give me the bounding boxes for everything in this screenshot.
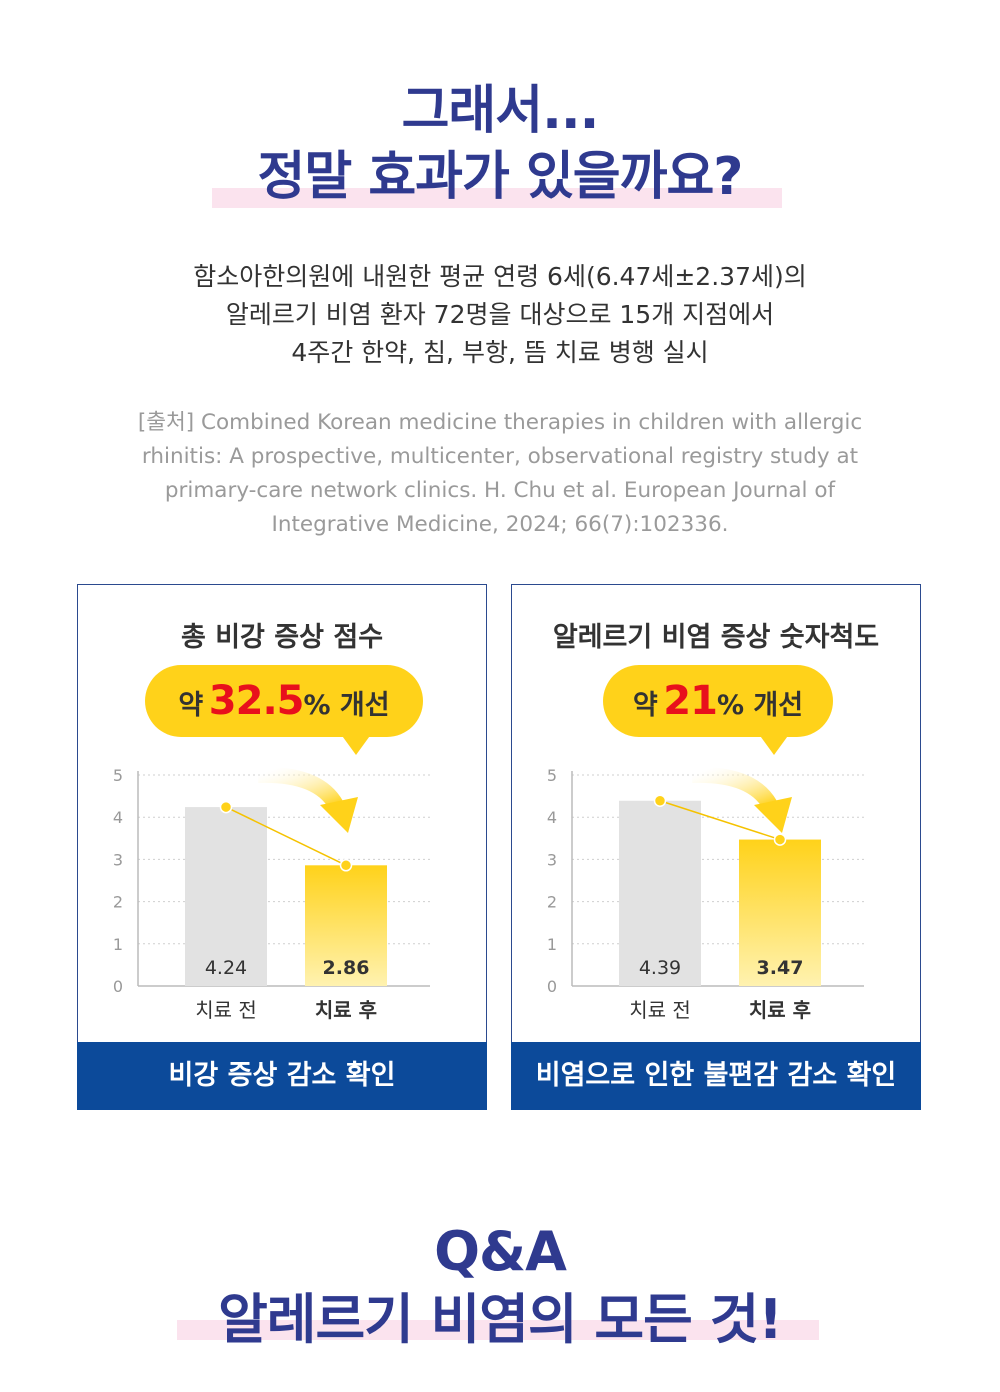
- card-footer: 비강 증상 감소 확인: [77, 1042, 487, 1110]
- bubble-prefix: 약: [632, 690, 658, 721]
- card-footer: 비염으로 인한 불편감 감소 확인: [511, 1042, 921, 1110]
- y-tick-label: 3: [547, 850, 557, 869]
- y-tick-label: 5: [547, 766, 557, 785]
- y-tick-label: 1: [113, 935, 123, 954]
- y-tick-label: 5: [113, 766, 123, 785]
- y-tick-label: 1: [547, 935, 557, 954]
- x-category-label: 치료 후: [315, 998, 377, 1022]
- headline-line1: 그래서...: [401, 81, 600, 141]
- qa-title: Q&A: [434, 1220, 567, 1283]
- bar-value-label: 3.47: [757, 957, 804, 979]
- improvement-percent: 32.5: [208, 678, 305, 724]
- arrow-head-icon: [320, 797, 358, 833]
- result-card-nasal-score: 총 비강 증상 점수 약 32.5% 개선 0 1 2 3 4 5 4.24 치료 전 2.86…: [77, 584, 487, 1110]
- x-category-label: 치료 후: [749, 998, 811, 1022]
- x-category-label: 치료 전: [195, 998, 257, 1022]
- qa-highlight: [177, 1320, 819, 1340]
- bar-value-label: 4.39: [639, 957, 681, 979]
- data-point: [339, 859, 353, 872]
- result-card-symptom-scale: 알레르기 비염 증상 숫자척도 약 21% 개선 0 1 2 3 4 5 4.39 치료 전 3…: [511, 584, 921, 1110]
- bar-value-label: 4.24: [205, 957, 247, 979]
- arrow-head-icon: [754, 797, 792, 833]
- x-category-label: 치료 전: [629, 998, 691, 1022]
- headline-highlight: [212, 188, 782, 208]
- trend-line: [225, 806, 347, 866]
- source-line: primary-care network clinics. H. Chu et …: [164, 478, 836, 503]
- description-line: 알레르기 비염 환자 72명을 대상으로 15개 지점에서: [225, 300, 775, 329]
- headline-line2: 정말 효과가 있을까요?: [257, 147, 744, 207]
- description-line: 함소아한의원에 내원한 평균 연령 6세(6.47세±2.37세)의: [193, 262, 807, 291]
- bar: [305, 865, 387, 986]
- bar: [185, 807, 267, 986]
- data-point: [653, 794, 667, 807]
- source-line: rhinitis: A prospective, multicenter, ob…: [141, 444, 859, 469]
- qa-subtitle: 알레르기 비염의 모든 것!: [218, 1288, 783, 1351]
- bubble-tail: [340, 733, 372, 755]
- data-point: [773, 833, 787, 846]
- source-line: Integrative Medicine, 2024; 66(7):102336…: [271, 512, 729, 537]
- y-tick-label: 0: [113, 977, 123, 996]
- bar: [619, 800, 701, 986]
- arrow-icon: [691, 766, 777, 810]
- y-tick-label: 2: [547, 893, 557, 912]
- arrow-icon: [257, 766, 343, 810]
- improvement-bubble: 약 32.5% 개선: [145, 665, 423, 737]
- bubble-suffix: % 개선: [303, 690, 390, 721]
- y-tick-label: 2: [113, 893, 123, 912]
- bubble-prefix: 약: [178, 690, 204, 721]
- y-tick-label: 4: [547, 808, 557, 827]
- study-description: 함소아한의원에 내원한 평균 연령 6세(6.47세±2.37세)의 알레르기 …: [0, 258, 1000, 372]
- card-title: 알레르기 비염 증상 숫자척도: [552, 622, 880, 653]
- y-tick-label: 0: [547, 977, 557, 996]
- y-tick-label: 3: [113, 850, 123, 869]
- bar-chart: 0 1 2 3 4 5 4.24 치료 전 2.86 치료 후: [113, 766, 430, 1022]
- y-tick-label: 4: [113, 808, 123, 827]
- description-line: 4주간 한약, 침, 부항, 뜸 치료 병행 실시: [291, 338, 709, 367]
- improvement-percent: 21: [663, 678, 718, 724]
- source-line: [출처] Combined Korean medicine therapies …: [137, 410, 863, 435]
- improvement-bubble: 약 21% 개선: [603, 665, 833, 737]
- bubble-suffix: % 개선: [716, 690, 804, 721]
- bar: [739, 839, 821, 986]
- bar-chart: 0 1 2 3 4 5 4.39 치료 전 3.47 치료 후: [547, 766, 864, 1022]
- source-citation: [출처] Combined Korean medicine therapies …: [0, 406, 1000, 542]
- trend-line: [659, 800, 781, 841]
- bubble-tail: [758, 733, 790, 755]
- card-title: 총 비강 증상 점수: [180, 622, 384, 653]
- bar-value-label: 2.86: [323, 957, 370, 979]
- data-point: [219, 800, 233, 814]
